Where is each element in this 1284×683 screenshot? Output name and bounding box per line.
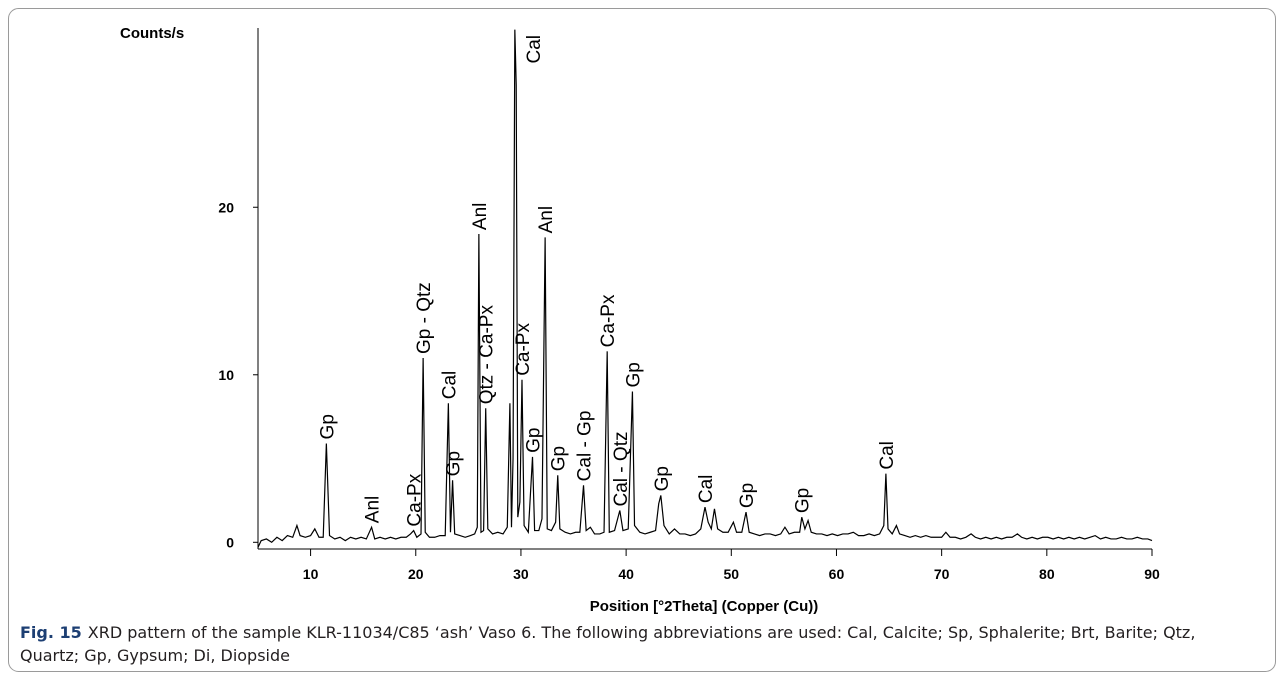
x-tick-label: 60 xyxy=(829,566,845,582)
peak-label: Gp - Qtz xyxy=(414,282,435,354)
x-tick-label: 80 xyxy=(1039,566,1055,582)
caption-text: XRD pattern of the sample KLR-11034/C85 … xyxy=(20,623,1196,665)
x-tick-label: 30 xyxy=(513,566,529,582)
x-axis-title: Position [°2Theta] (Copper (Cu)) xyxy=(590,598,818,615)
caption-label: Fig. 15 xyxy=(20,623,82,642)
peak-label: Ca-Px xyxy=(405,473,426,526)
peak-label: Ca-Px xyxy=(513,323,534,376)
x-tick-label: 50 xyxy=(724,566,740,582)
peak-label: Cal xyxy=(877,441,898,470)
peak-label: Gp xyxy=(444,451,465,476)
peak-label: Cal xyxy=(696,475,717,504)
peak-label: Anl xyxy=(536,206,557,233)
caption: Fig. 15 XRD pattern of the sample KLR-110… xyxy=(20,621,1240,667)
y-tick-label: 10 xyxy=(218,367,234,383)
peak-label: Cal xyxy=(524,35,545,64)
y-tick-label: 0 xyxy=(226,534,234,550)
peak-label: Gp xyxy=(652,466,673,491)
x-tick-label: 20 xyxy=(408,566,424,582)
peak-label: Cal xyxy=(439,371,460,400)
peak-label: Gp xyxy=(317,414,338,439)
diffraction-line xyxy=(257,29,1153,548)
x-tick-label: 10 xyxy=(303,566,319,582)
peak-label: Gp xyxy=(524,428,545,453)
peak-label: Gp xyxy=(737,483,758,508)
peak-label: Cal - Qtz xyxy=(611,432,632,507)
peak-label: Anl xyxy=(363,496,384,523)
x-tick-label: 90 xyxy=(1144,566,1160,582)
peak-label: Gp xyxy=(623,362,644,387)
peak-label: Cal - Gp xyxy=(575,411,596,482)
peak-label: Ca-Px xyxy=(598,294,619,347)
y-tick-label: 20 xyxy=(218,199,234,215)
peak-label: Gp xyxy=(793,488,814,513)
y-axis-title: Counts/s xyxy=(120,25,184,42)
x-tick-label: 40 xyxy=(618,566,634,582)
peak-label: Qtz - Ca-Px xyxy=(477,305,498,405)
figure-frame xyxy=(8,8,1276,672)
peak-label: Gp xyxy=(549,446,570,471)
peak-label: Anl xyxy=(470,203,491,230)
x-tick-label: 70 xyxy=(934,566,950,582)
